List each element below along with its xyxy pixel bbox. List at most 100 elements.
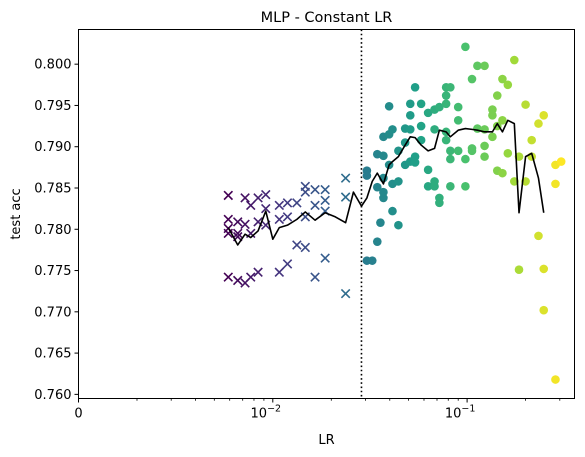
y-tick-label: 0.780 <box>34 223 71 238</box>
data-point-circle-marker <box>551 375 560 384</box>
data-point-circle-marker <box>498 116 507 125</box>
data-point-circle-marker <box>435 102 444 112</box>
x-marker-stroke <box>223 190 234 201</box>
x-marker-stroke <box>282 259 293 269</box>
data-point-circle-marker <box>488 132 497 142</box>
data-point-circle-marker <box>461 182 470 191</box>
data-point-x-marker <box>310 272 320 282</box>
data-point-circle-marker <box>480 61 489 71</box>
data-point-x-marker <box>260 189 271 200</box>
chart-title: MLP - Constant LR <box>261 10 393 26</box>
x-axis-label: LR <box>318 433 334 448</box>
data-point-x-marker <box>232 217 243 227</box>
data-point-x-marker <box>320 253 330 263</box>
data-point-circle-marker <box>410 82 420 92</box>
data-point-circle-marker <box>394 220 403 230</box>
y-tick-label: 0.760 <box>34 388 71 403</box>
data-point-x-marker <box>274 267 285 277</box>
data-point-x-marker <box>340 192 351 202</box>
data-point-circle-marker <box>441 91 451 100</box>
data-point-circle-marker <box>503 80 513 90</box>
x-marker-stroke <box>232 228 243 239</box>
data-point-x-marker <box>282 212 293 222</box>
data-point-x-marker <box>310 200 320 211</box>
x-marker-stroke <box>310 200 320 211</box>
data-point-x-marker <box>232 228 243 239</box>
x-marker-stroke <box>274 200 285 211</box>
data-point-x-marker <box>282 198 293 208</box>
data-point-circle-marker <box>453 102 463 112</box>
data-point-circle-marker <box>430 125 439 134</box>
data-point-circle-marker <box>473 61 482 71</box>
x-marker-stroke <box>320 195 330 206</box>
data-point-circle-marker <box>498 74 507 84</box>
x-marker-stroke <box>310 184 320 195</box>
x-tick-label: 0 <box>74 407 82 422</box>
data-point-circle-marker <box>423 182 433 191</box>
data-point-circle-marker <box>480 152 489 161</box>
data-point-circle-marker <box>384 101 394 111</box>
data-point-circle-marker <box>461 42 470 52</box>
x-tick-label: 10−2 <box>251 404 282 422</box>
data-point-x-marker <box>320 195 330 206</box>
data-point-circle-marker <box>376 218 385 227</box>
data-point-circle-marker <box>467 146 477 156</box>
data-point-circle-marker <box>446 154 455 164</box>
data-point-circle-marker <box>416 99 426 109</box>
x-marker-stroke <box>274 214 285 225</box>
y-tick-label: 0.800 <box>34 58 71 73</box>
data-point-x-marker <box>232 275 243 286</box>
data-point-x-marker <box>253 267 263 277</box>
data-point-x-marker <box>260 203 271 214</box>
data-point-x-marker <box>292 240 302 250</box>
data-point-x-marker <box>300 242 311 253</box>
data-point-circle-marker <box>498 168 507 178</box>
data-point-circle-marker <box>446 146 455 156</box>
x-marker-stroke <box>340 192 351 202</box>
data-point-circle-marker <box>430 182 439 191</box>
data-point-circle-marker <box>539 264 549 274</box>
data-point-circle-marker <box>405 111 415 120</box>
data-point-x-marker <box>274 200 285 211</box>
x-marker-stroke <box>245 200 256 211</box>
data-point-x-marker <box>310 184 320 195</box>
data-point-x-marker <box>223 214 234 225</box>
data-point-circle-marker <box>446 182 455 191</box>
data-point-x-marker <box>240 219 250 230</box>
x-marker-stroke <box>282 198 293 208</box>
data-point-x-marker <box>282 259 293 269</box>
data-point-circle-marker <box>388 206 397 216</box>
y-tick-label: 0.770 <box>34 305 71 320</box>
x-marker-stroke <box>240 193 250 203</box>
data-point-circle-marker <box>423 165 433 175</box>
x-marker-stroke <box>274 267 285 277</box>
data-point-circle-marker <box>416 121 426 131</box>
data-point-x-marker <box>292 198 302 208</box>
data-point-x-marker <box>245 272 256 282</box>
x-tick-label: 10−1 <box>445 404 476 422</box>
data-point-circle-marker <box>372 237 382 246</box>
x-marker-stroke <box>223 272 234 282</box>
x-marker-stroke <box>232 275 243 286</box>
x-marker-stroke <box>260 189 271 200</box>
x-marker-stroke <box>292 198 302 208</box>
x-marker-stroke <box>310 272 320 282</box>
data-point-circle-marker <box>379 187 388 197</box>
y-tick-label: 0.765 <box>34 347 71 362</box>
x-tick-exponent: −2 <box>267 404 281 415</box>
data-point-x-marker <box>274 214 285 225</box>
data-point-circle-marker <box>362 171 372 180</box>
data-point-circle-marker <box>379 151 388 161</box>
data-point-circle-marker <box>435 198 444 208</box>
data-point-circle-marker <box>492 91 502 100</box>
data-point-circle-marker <box>539 305 549 315</box>
data-point-x-marker <box>253 193 263 203</box>
x-marker-stroke <box>245 272 256 282</box>
data-point-circle-marker <box>441 99 451 109</box>
data-point-circle-marker <box>394 177 403 186</box>
x-marker-stroke <box>253 267 263 277</box>
data-point-circle-marker <box>388 125 397 134</box>
x-marker-stroke <box>223 228 234 239</box>
data-point-x-marker <box>223 228 234 239</box>
